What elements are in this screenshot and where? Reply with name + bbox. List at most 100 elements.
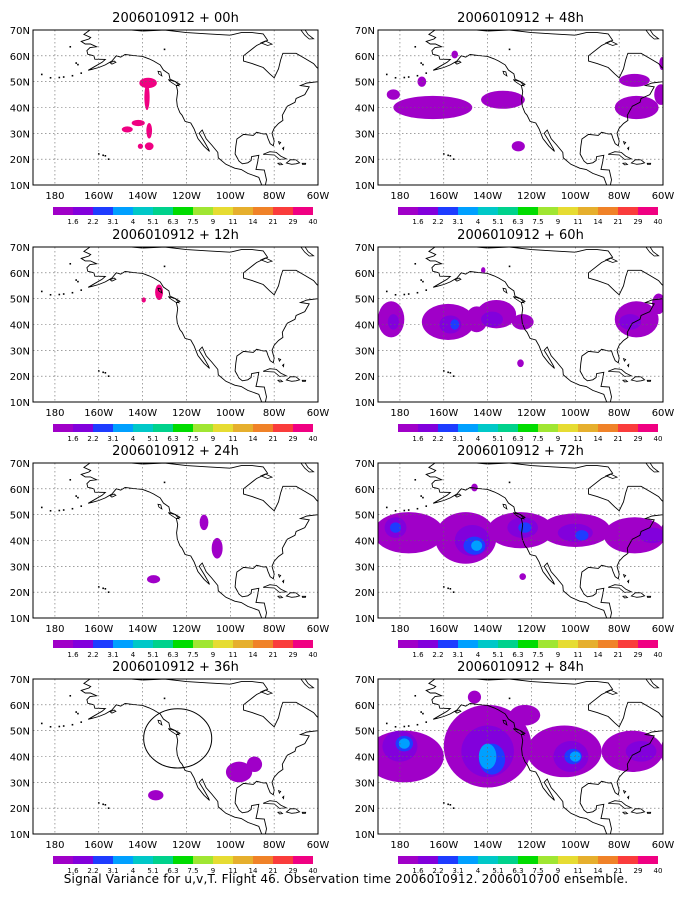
lon-tick-label: 80W [263,840,286,851]
lon-tick-label: 160W [429,624,458,635]
colorbar-label: 14 [249,867,258,875]
lat-tick-label: 10N [10,181,30,192]
colorbar-label: 5.1 [147,867,158,875]
colorbar-label: 9 [556,218,560,226]
island-dot [69,45,72,48]
island-dot [452,591,455,593]
variance-contour [625,741,657,762]
island-outline [645,247,660,257]
lat-tick-label: 70N [355,675,375,686]
lon-tick-label: 160W [84,840,113,851]
island-dot [62,725,65,727]
island-dot [40,290,43,293]
colorbar-segment [213,207,233,215]
colorbar-segment [458,640,478,648]
lon-tick-label: 60W [652,624,675,635]
lon-tick-label: 60W [307,840,330,851]
colorbar-label: 4 [476,218,481,226]
colorbar-label: 4 [476,867,481,875]
lon-tick-label: 160W [429,840,458,851]
colorbar-segment [133,856,153,864]
island-dot [58,509,61,512]
colorbar-label: 14 [594,218,603,226]
lon-tick-label: 120W [172,408,201,419]
colorbar-segment [133,424,153,432]
variance-contour [387,314,399,330]
island-outline [513,512,526,520]
island-outline [301,379,307,382]
colorbar-segment [153,640,173,648]
island-outline [277,789,282,795]
colorbar-segment [578,424,598,432]
island-dot [449,155,452,157]
colorbar-segment [133,640,153,648]
variance-contour [509,704,541,726]
colorbar-segment [193,640,213,648]
colorbar-segment [518,424,538,432]
lat-tick-label: 10N [10,614,30,625]
variance-contour [144,84,150,111]
colorbar-segment [458,856,478,864]
variance-contour [417,76,427,87]
lon-tick-label: 80W [263,408,286,419]
island-dot [425,72,428,74]
variance-contour [141,297,146,303]
lon-tick-label: 180 [45,840,64,851]
colorbar-label: 40 [654,435,663,443]
lat-tick-label: 20N [355,804,375,815]
island-dot [75,495,77,497]
panel-frame [32,678,319,835]
lon-tick-label: 140W [128,408,157,419]
lon-tick-label: 120W [517,191,546,202]
lat-tick-label: 30N [355,778,375,789]
island-dot [71,74,74,77]
colorbar-segment [438,640,458,648]
island-outline [630,808,646,814]
island-outline [454,709,462,714]
island-dot [385,722,388,725]
island-outline [646,811,652,814]
colorbar-label: 1.6 [67,435,79,443]
variance-contour [481,90,525,109]
variance-contour [199,514,209,531]
colorbar-segment [478,856,498,864]
island-dot [80,72,83,74]
variance-contour [659,57,663,71]
panel-plot-area [33,247,318,402]
island-dot [452,375,455,377]
island-dot [385,506,388,509]
lat-tick-label: 70N [355,26,375,37]
island-outline [168,296,181,304]
lat-tick-label: 40N [10,753,30,764]
island-dot [62,293,65,295]
island-outline [276,811,284,815]
island-outline [168,728,181,736]
variance-contour [619,314,642,330]
colorbar-segment [498,424,518,432]
island-outline [281,795,285,800]
island-dot [71,507,74,510]
island-dot [104,372,107,374]
colorbar-label: 21 [614,651,623,659]
island-dot [407,509,410,511]
lat-tick-label: 20N [10,588,30,599]
lat-tick-label: 10N [355,398,375,409]
island-dot [107,591,110,593]
island-outline [626,795,630,800]
variance-contour [471,540,483,551]
colorbar-label: 7.5 [532,435,543,443]
lon-tick-label: 80W [263,191,286,202]
variance-contour [393,95,473,120]
variance-contour [139,77,157,89]
island-dot [394,509,397,512]
colorbar-segment [273,424,293,432]
lat-tick-label: 40N [10,104,30,115]
lon-tick-label: 160W [84,408,113,419]
island-dot [420,62,422,64]
colorbar-label: 21 [269,651,278,659]
island-outline [109,60,117,65]
colorbar-segment [253,424,273,432]
colorbar-label: 11 [229,435,238,443]
colorbar-label: 2.2 [432,218,443,226]
colorbar-label: 2.2 [87,651,98,659]
